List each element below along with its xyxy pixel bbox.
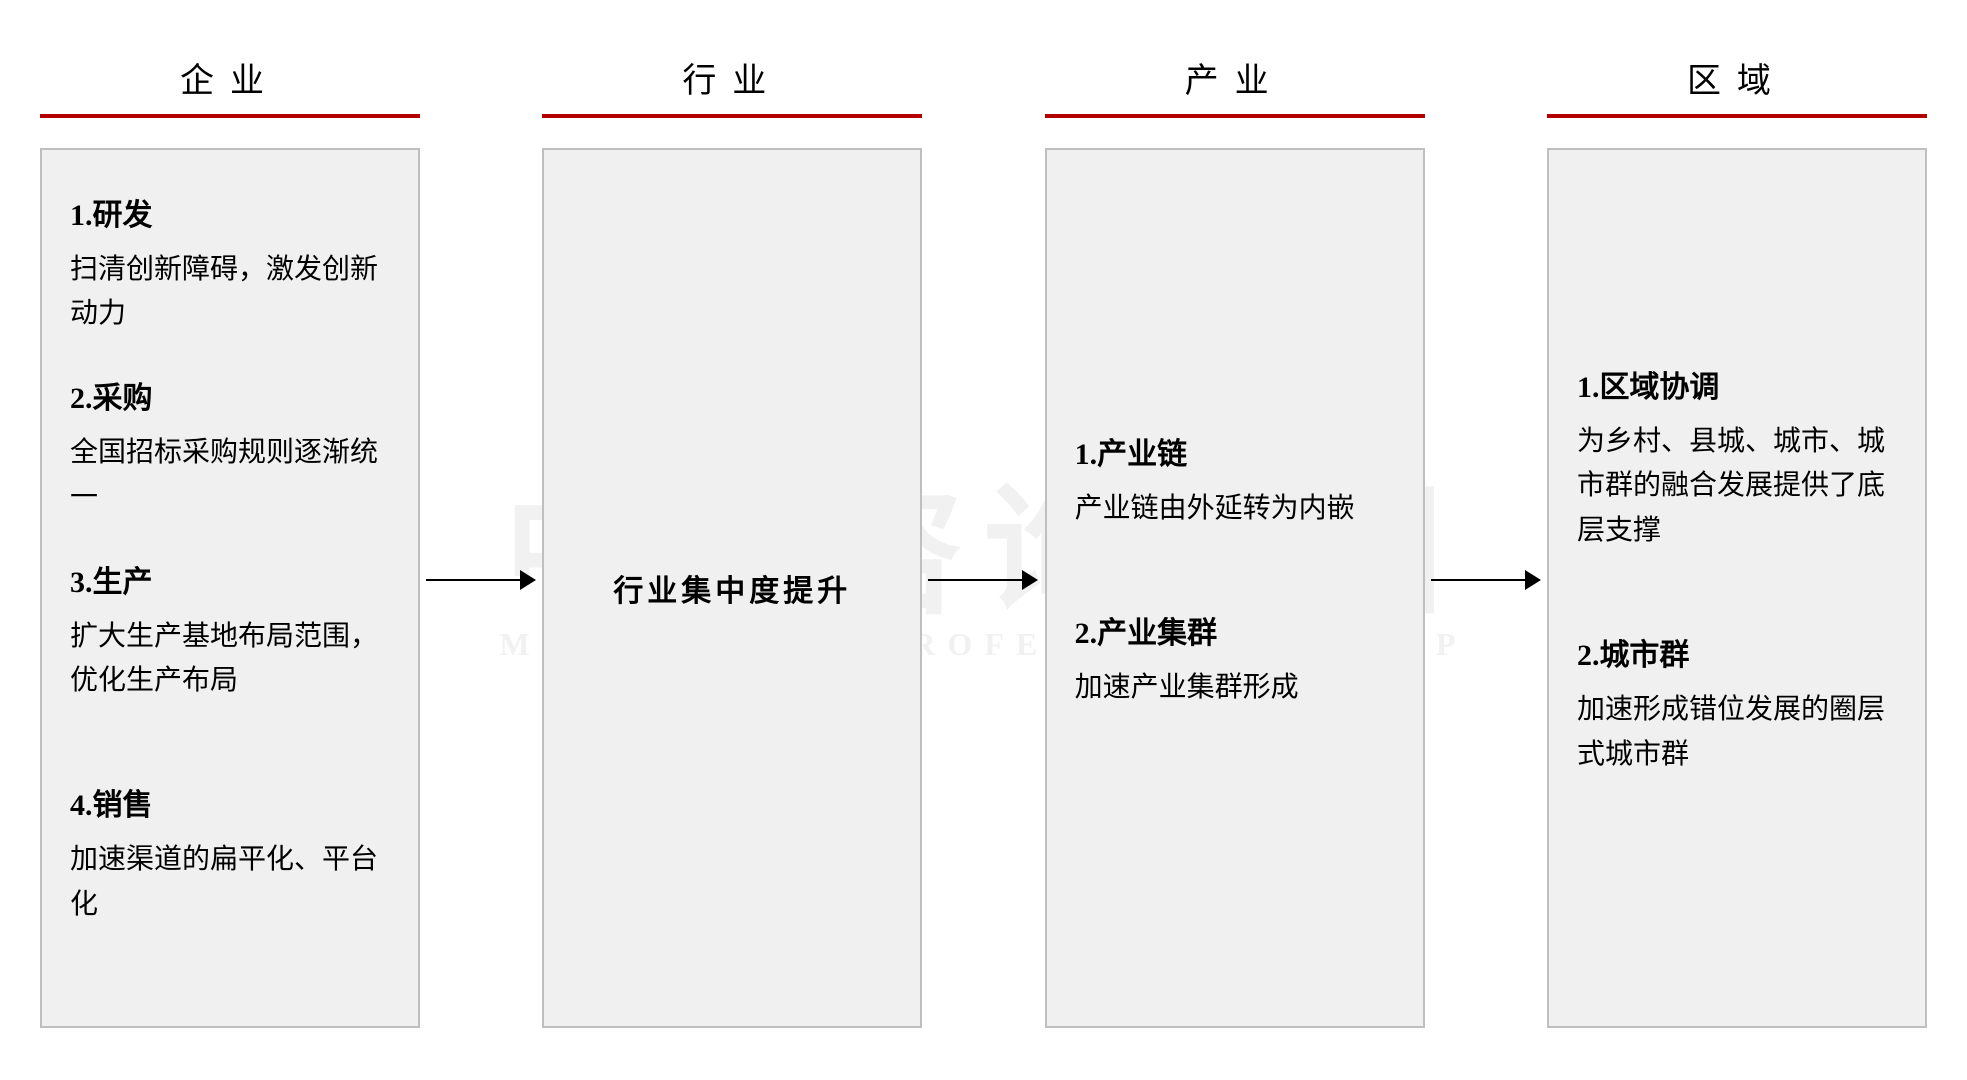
header-underline: [1547, 114, 1927, 118]
arrow-line: [426, 579, 520, 581]
content-box-region: 1.区域协调 为乡村、县城、城市、城市群的融合发展提供了底层支撑 2.城市群 加…: [1547, 148, 1927, 1028]
item-desc: 为乡村、县城、城市、城市群的融合发展提供了底层支撑: [1577, 420, 1897, 554]
header-underline: [1045, 114, 1425, 118]
industry-single-text: 行业集中度提升: [613, 566, 851, 610]
item-desc: 加速产业集群形成: [1075, 666, 1395, 711]
column-industry: 行业 行业集中度提升: [542, 53, 922, 1028]
item-title: 4.销售: [70, 780, 390, 824]
header-industry: 行业: [682, 53, 782, 114]
content-box-sector: 1.产业链 产业链由外延转为内嵌 2.产业集群 加速产业集群形成: [1045, 148, 1425, 1028]
item-desc: 扩大生产基地布局范围，优化生产布局: [70, 615, 390, 705]
arrow-line: [1431, 579, 1525, 581]
spacer: [70, 740, 390, 780]
arrow-line: [928, 579, 1022, 581]
diagram-container: 企业 1.研发 扫清创新障碍，激发创新动力 2.采购 全国招标采购规则逐渐统一 …: [20, 20, 1947, 1060]
item-citygroup: 2.城市群 加速形成错位发展的圈层式城市群: [1577, 630, 1897, 778]
item-title: 2.采购: [70, 373, 390, 417]
item-title: 2.产业集群: [1075, 608, 1395, 652]
header-underline: [542, 114, 922, 118]
item-title: 1.产业链: [1075, 429, 1395, 473]
item-rd: 1.研发 扫清创新障碍，激发创新动力: [70, 190, 390, 338]
item-desc: 加速渠道的扁平化、平台化: [70, 838, 390, 928]
header-region: 区域: [1687, 53, 1787, 114]
item-title: 2.城市群: [1577, 630, 1897, 674]
item-sales: 4.销售 加速渠道的扁平化、平台化: [70, 780, 390, 928]
header-underline: [40, 114, 420, 118]
arrow-head-icon: [1022, 570, 1038, 590]
header-enterprise: 企业: [180, 53, 280, 114]
column-region: 区域 1.区域协调 为乡村、县城、城市、城市群的融合发展提供了底层支撑 2.城市…: [1547, 53, 1927, 1028]
spacer: [1075, 568, 1395, 608]
column-sector: 产业 1.产业链 产业链由外延转为内嵌 2.产业集群 加速产业集群形成: [1045, 53, 1425, 1028]
item-title: 1.研发: [70, 190, 390, 234]
item-coordination: 1.区域协调 为乡村、县城、城市、城市群的融合发展提供了底层支撑: [1577, 362, 1897, 554]
item-production: 3.生产 扩大生产基地布局范围，优化生产布局: [70, 557, 390, 705]
item-chain: 1.产业链 产业链由外延转为内嵌: [1075, 429, 1395, 532]
content-box-enterprise: 1.研发 扫清创新障碍，激发创新动力 2.采购 全国招标采购规则逐渐统一 3.生…: [40, 148, 420, 1028]
item-title: 3.生产: [70, 557, 390, 601]
item-desc: 扫清创新障碍，激发创新动力: [70, 248, 390, 338]
arrow-head-icon: [520, 570, 536, 590]
item-procurement: 2.采购 全国招标采购规则逐渐统一: [70, 373, 390, 521]
arrow-head-icon: [1525, 570, 1541, 590]
spacer: [1577, 590, 1897, 630]
arrow-icon: [928, 570, 1038, 590]
content-box-industry: 行业集中度提升: [542, 148, 922, 1028]
column-enterprise: 企业 1.研发 扫清创新障碍，激发创新动力 2.采购 全国招标采购规则逐渐统一 …: [40, 53, 420, 1028]
item-desc: 全国招标采购规则逐渐统一: [70, 431, 390, 521]
arrow-icon: [1431, 570, 1541, 590]
header-sector: 产业: [1185, 53, 1285, 114]
arrow-icon: [426, 570, 536, 590]
item-cluster: 2.产业集群 加速产业集群形成: [1075, 608, 1395, 711]
item-desc: 加速形成错位发展的圈层式城市群: [1577, 688, 1897, 778]
item-desc: 产业链由外延转为内嵌: [1075, 487, 1395, 532]
item-title: 1.区域协调: [1577, 362, 1897, 406]
